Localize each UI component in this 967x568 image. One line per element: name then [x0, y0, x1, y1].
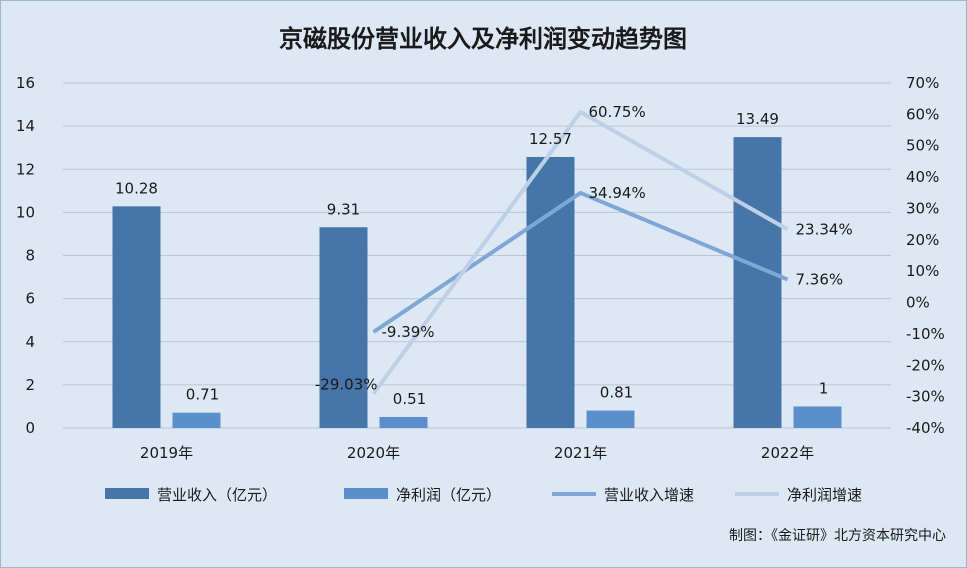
right-tick-label: 0% — [906, 294, 930, 312]
bar-series — [112, 137, 842, 428]
left-axis-ticks: 0 2 4 6 8 10 12 14 16 — [16, 74, 35, 437]
left-tick-label: 6 — [25, 290, 35, 308]
source-note: 制图：《金证研》北方资本研究中心 — [729, 528, 946, 544]
right-tick-label: 10% — [906, 262, 939, 280]
revenue-growth-label: 7.36% — [796, 270, 844, 288]
revenue-bar — [733, 137, 782, 428]
legend-label: 净利润增速 — [787, 486, 862, 504]
category-label: 2020年 — [347, 444, 400, 462]
net-profit-bar-label: 0.81 — [600, 384, 633, 402]
left-tick-label: 14 — [16, 117, 35, 135]
net-profit-bar — [793, 406, 842, 428]
right-tick-label: -10% — [906, 325, 945, 343]
right-tick-label: 50% — [906, 137, 939, 155]
right-tick-label: -30% — [906, 388, 945, 406]
net-profit-growth-label: 60.75% — [589, 103, 646, 121]
right-tick-label: 20% — [906, 231, 939, 249]
revenue-bar-label: 9.31 — [327, 200, 360, 218]
revenue-growth-label: -9.39% — [382, 323, 435, 341]
category-label: 2022年 — [761, 444, 814, 462]
category-label: 2021年 — [554, 444, 607, 462]
right-tick-label: 40% — [906, 168, 939, 186]
left-tick-label: 8 — [25, 247, 35, 265]
net-profit-growth-label: -29.03% — [315, 376, 378, 394]
left-tick-label: 2 — [25, 376, 35, 394]
legend: 营业收入（亿元） 净利润（亿元） 营业收入增速 净利润增速 — [105, 486, 862, 504]
net-profit-growth-line — [371, 110, 789, 395]
revenue-bar — [526, 156, 575, 428]
revenue-growth-line — [372, 190, 789, 334]
right-tick-label: -20% — [906, 356, 945, 374]
net-profit-growth-label: 23.34% — [796, 220, 853, 238]
net-profit-bar-label: 1 — [819, 379, 829, 397]
line-series — [371, 110, 789, 395]
right-tick-label: 60% — [906, 105, 939, 123]
revenue-bar-label: 10.28 — [115, 179, 158, 197]
net-profit-bar — [172, 412, 221, 428]
revenue-bar — [319, 227, 368, 428]
right-axis-ticks: -40% -30% -20% -10% 0% 10% 20% 30% 40% 50% 60% 70% — [906, 74, 945, 437]
left-tick-label: 12 — [16, 160, 35, 178]
legend-swatch — [344, 488, 388, 499]
revenue-bar — [112, 206, 161, 428]
left-tick-label: 0 — [25, 419, 35, 437]
revenue-bar-label: 13.49 — [736, 110, 779, 128]
right-tick-label: 30% — [906, 199, 939, 217]
legend-label: 净利润（亿元） — [396, 486, 501, 504]
legend-label: 营业收入（亿元） — [157, 486, 277, 504]
right-tick-label: -40% — [906, 419, 945, 437]
category-axis: 2019年 2020年 2021年 2022年 — [140, 444, 814, 462]
net-profit-bar-label: 0.51 — [393, 390, 426, 408]
revenue-bar-label: 12.57 — [529, 130, 572, 148]
net-profit-bar-label: 0.71 — [186, 386, 219, 404]
chart-title: 京磁股份营业收入及净利润变动趋势图 — [279, 25, 687, 53]
left-tick-label: 16 — [16, 74, 35, 92]
net-profit-bar — [586, 410, 635, 428]
data-labels: 10.28 9.31 12.57 13.49 0.71 0.51 0.81 1 -9.39% 34… — [115, 103, 853, 408]
left-tick-label: 10 — [16, 203, 35, 221]
revenue-growth-label: 34.94% — [589, 184, 646, 202]
right-tick-label: 70% — [906, 74, 939, 92]
legend-label: 营业收入增速 — [604, 486, 694, 504]
category-label: 2019年 — [140, 444, 193, 462]
left-tick-label: 4 — [25, 333, 35, 351]
net-profit-bar — [379, 417, 428, 428]
legend-swatch — [105, 488, 149, 499]
